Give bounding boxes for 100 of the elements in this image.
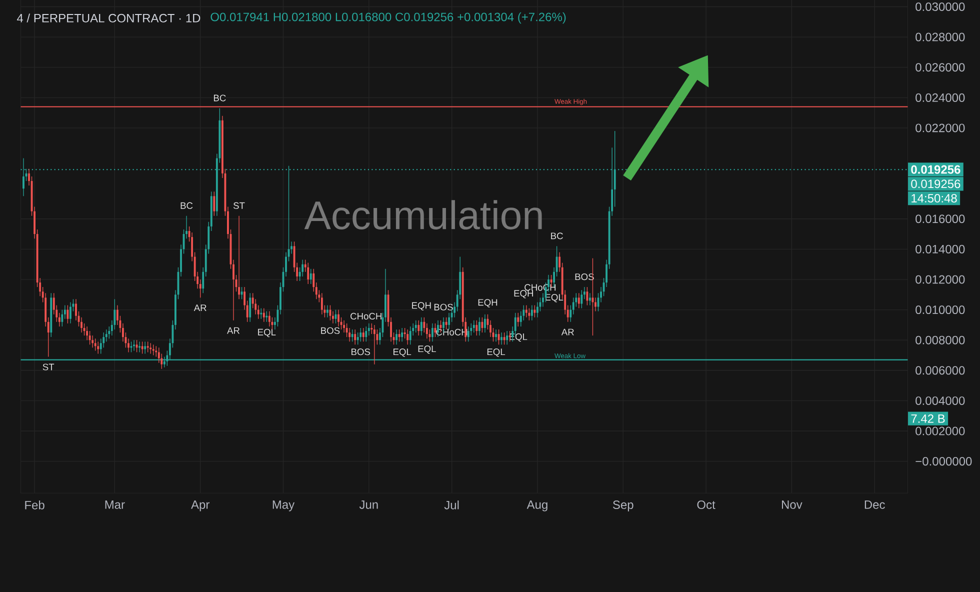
annotation: AR [227, 327, 240, 334]
candlestick [213, 191, 216, 216]
y-tick-label: 0.008000 [916, 336, 965, 344]
annotation: EQL [418, 346, 436, 354]
text: 0.019256 [911, 180, 960, 188]
candlestick [525, 304, 528, 318]
y-tick-label: 0.014000 [916, 244, 965, 254]
x-tick-label: May [272, 500, 295, 512]
candlestick [362, 328, 364, 342]
candlestick [97, 341, 100, 354]
y-tick-label: 0.030000 [916, 2, 965, 11]
candlestick [418, 320, 420, 336]
candlestick [360, 328, 362, 342]
candlestick [414, 320, 417, 333]
candlestick [406, 329, 409, 345]
candlestick [152, 344, 154, 356]
candlestick [310, 268, 312, 284]
candlestick [141, 341, 144, 354]
candlestick [467, 326, 470, 342]
y-tick-label: 0.012000 [916, 275, 965, 284]
candlestick [481, 317, 484, 333]
y-tick-label: 0.024000 [916, 93, 965, 102]
candlestick [398, 329, 400, 342]
annotation: BOS [434, 304, 453, 310]
annotation: AR [194, 304, 206, 312]
annotation: EQH [412, 302, 431, 310]
candlestick [351, 329, 354, 342]
candlestick [484, 314, 486, 333]
text: 7.42 B [911, 414, 945, 423]
candlestick [578, 292, 580, 309]
annotation: EQH [478, 299, 498, 308]
candlestick [138, 341, 141, 353]
candlestick [517, 312, 520, 327]
text: 4 / PERPETUAL CONTRACT · 1D [16, 14, 200, 22]
x-tick-label: Aug [526, 500, 548, 512]
candlestick [66, 304, 69, 324]
candlestick [365, 326, 368, 342]
candlestick [268, 310, 270, 327]
candlestick [61, 309, 64, 327]
candlestick [396, 329, 398, 345]
y-tick-label: 0.028000 [916, 32, 965, 42]
candlestick [146, 341, 149, 353]
x-tick-label: Apr [191, 500, 210, 512]
candlestick [442, 317, 444, 333]
candlestick [326, 304, 328, 318]
candlestick [88, 330, 91, 345]
annotation: BOS [321, 327, 340, 334]
candlestick [260, 308, 262, 320]
candlestick [495, 329, 497, 342]
candlestick [373, 324, 376, 365]
candlestick [320, 292, 323, 315]
candlestick [530, 304, 533, 321]
ref-line-label: 0.019256 [911, 165, 960, 174]
annotation: CHoCH [350, 312, 382, 320]
candlestick [262, 308, 265, 322]
annotation: Accumulation [304, 200, 542, 230]
annotation: BOS [352, 348, 370, 356]
candlestick [354, 329, 356, 345]
y-tick-label: 0.002000 [916, 426, 965, 436]
candlestick [534, 304, 536, 318]
y-tick-label: 0.022000 [916, 124, 965, 132]
candlestick [478, 317, 480, 336]
candlestick [346, 323, 348, 338]
candlestick [409, 326, 412, 345]
candlestick [420, 317, 422, 336]
annotation: BC [180, 202, 193, 209]
y-tick-label: −0.000000 [916, 457, 972, 466]
candlestick [431, 323, 434, 342]
candlestick [69, 302, 72, 324]
y-tick-label: 0.004000 [916, 396, 965, 405]
annotation: ST [233, 202, 245, 209]
candlestick [238, 216, 240, 300]
candlestick [307, 262, 310, 284]
candlestick [536, 302, 538, 318]
y-tick-label: 0.010000 [916, 306, 965, 314]
y-tick-label: 0.016000 [916, 214, 965, 224]
candlestick [528, 308, 530, 321]
candlestick [476, 320, 478, 336]
candlestick [92, 335, 94, 348]
candlestick [302, 259, 304, 277]
annotation: EQL [258, 328, 276, 338]
candlestick [506, 330, 508, 345]
y-tick-label: 0.006000 [916, 366, 965, 375]
x-tick-label: Dec [864, 500, 885, 509]
candlestick [348, 328, 351, 342]
candlestick [586, 286, 588, 306]
annotation: AR [561, 328, 574, 336]
candlestick [343, 320, 345, 333]
y-tick-label: 0.026000 [916, 63, 965, 72]
x-tick-label: Sep [612, 500, 634, 512]
candlestick [266, 310, 268, 322]
annotation: ST [42, 364, 54, 370]
annotation: BC [551, 232, 563, 240]
candlestick [136, 340, 138, 353]
candlestick [580, 290, 583, 309]
candlestick [94, 338, 96, 352]
x-tick-label: Oct [697, 500, 716, 510]
candlestick [401, 328, 404, 342]
candlestick [86, 326, 88, 340]
candlestick [240, 286, 243, 300]
